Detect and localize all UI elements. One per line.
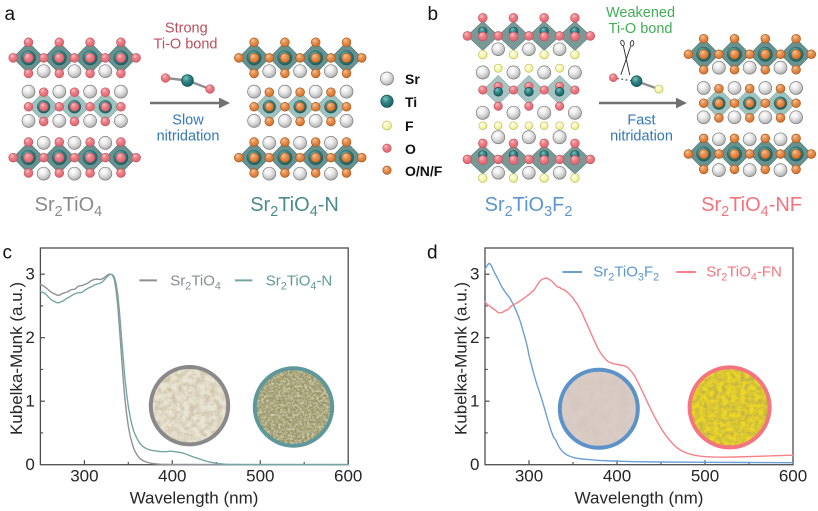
svg-text:O/N/F: O/N/F xyxy=(405,163,443,179)
svg-text:Wavelength (nm): Wavelength (nm) xyxy=(575,489,704,508)
svg-text:1: 1 xyxy=(25,391,34,410)
svg-text:Sr2TiO4-N: Sr2TiO4-N xyxy=(250,194,339,220)
svg-text:2: 2 xyxy=(470,328,479,347)
svg-text:O: O xyxy=(405,141,416,157)
svg-text:500: 500 xyxy=(691,467,719,486)
svg-text:b: b xyxy=(428,4,439,25)
svg-text:500: 500 xyxy=(246,467,274,486)
svg-text:Sr2TiO4: Sr2TiO4 xyxy=(170,273,221,293)
svg-text:Wavelength (nm): Wavelength (nm) xyxy=(130,489,259,508)
svg-text:600: 600 xyxy=(779,467,807,486)
svg-text:nitridation: nitridation xyxy=(610,129,673,145)
svg-text:Weakened: Weakened xyxy=(606,5,675,21)
svg-text:F: F xyxy=(405,118,414,134)
svg-text:Sr2TiO3F2: Sr2TiO3F2 xyxy=(593,264,659,284)
svg-text:Ti-O bond: Ti-O bond xyxy=(154,37,218,53)
svg-text:400: 400 xyxy=(603,467,631,486)
svg-text:Sr2TiO4: Sr2TiO4 xyxy=(35,194,103,220)
svg-text:d: d xyxy=(427,243,438,264)
svg-text:Ti-O bond: Ti-O bond xyxy=(609,21,673,37)
svg-text:nitridation: nitridation xyxy=(157,129,220,145)
svg-text:a: a xyxy=(5,4,16,25)
svg-text:0: 0 xyxy=(470,455,479,474)
svg-text:1: 1 xyxy=(470,391,479,410)
svg-text:Fast: Fast xyxy=(627,113,655,129)
svg-text:3: 3 xyxy=(470,264,479,283)
svg-text:2: 2 xyxy=(25,328,34,347)
svg-text:Sr2TiO4-FN: Sr2TiO4-FN xyxy=(706,264,782,284)
svg-text:400: 400 xyxy=(158,467,186,486)
svg-text:Slow: Slow xyxy=(172,113,204,129)
svg-text:Sr2TiO3F2: Sr2TiO3F2 xyxy=(485,194,573,220)
svg-text:Sr2TiO4-N: Sr2TiO4-N xyxy=(266,273,332,293)
svg-text:0: 0 xyxy=(25,455,34,474)
svg-text:300: 300 xyxy=(70,467,98,486)
svg-text:Kubelka-Munk (a.u.): Kubelka-Munk (a.u.) xyxy=(452,282,471,435)
svg-text:Sr2TiO4-NF: Sr2TiO4-NF xyxy=(701,194,802,220)
svg-text:Strong: Strong xyxy=(165,21,208,37)
svg-text:Ti: Ti xyxy=(405,94,417,110)
svg-text:600: 600 xyxy=(334,467,362,486)
svg-text:3: 3 xyxy=(25,264,34,283)
svg-text:c: c xyxy=(3,243,13,264)
svg-text:Sr: Sr xyxy=(405,71,420,87)
svg-text:Kubelka-Munk (a.u.): Kubelka-Munk (a.u.) xyxy=(7,282,26,435)
svg-text:300: 300 xyxy=(515,467,543,486)
